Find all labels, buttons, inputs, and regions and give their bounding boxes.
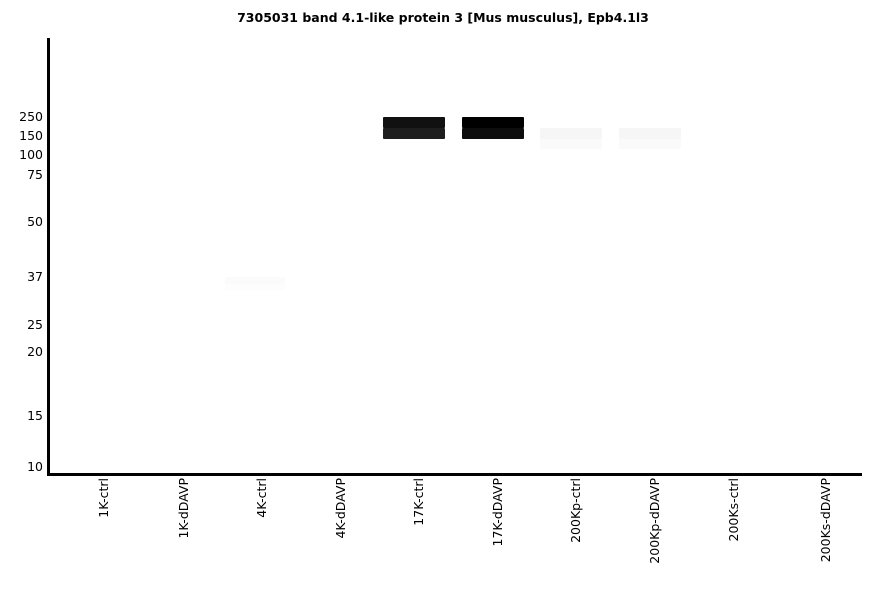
y-tick-10: 10 [0,459,43,474]
blot-image-area [50,38,862,473]
x-tick-label: 200Kp-ctrl [567,478,583,543]
y-tick-75: 75 [0,167,43,182]
y-tick-250: 250 [0,109,43,124]
y-tick-20: 20 [0,344,43,359]
y-tick-15: 15 [0,408,43,423]
x-tick-label: 1K-ctrl [95,478,111,518]
y-tick-label: 50 [27,214,43,229]
band-200Kp-dDAVP-bottom [619,139,681,149]
x-tick-label: 4K-ctrl [253,478,269,518]
y-tick-150: 150 [0,128,43,143]
y-tick-label: 100 [19,147,43,162]
band-200Kp-dDAVP-top [619,128,681,139]
y-tick-50: 50 [0,214,43,229]
y-tick-label: 15 [27,408,43,423]
x-tick-label: 200Ks-dDAVP [817,478,833,563]
band-17K-ctrl-top [383,117,445,128]
band-4K-ctrl-37kda [225,277,285,284]
y-tick-label: 37 [27,269,43,284]
y-tick-label: 10 [27,459,43,474]
y-tick-label: 75 [27,167,43,182]
y-tick-label: 25 [27,317,43,332]
band-17K-dDAVP-top [462,117,524,128]
y-tick-label: 250 [19,109,43,124]
band-17K-dDAVP-bottom [462,128,524,139]
x-tick-label: 200Ks-ctrl [725,478,741,542]
band-200Kp-ctrl-bottom [540,139,602,149]
y-tick-37: 37 [0,269,43,284]
y-tick-label: 150 [19,128,43,143]
x-axis-line [47,473,862,476]
x-tick-label: 4K-dDAVP [332,478,348,539]
y-tick-label: 20 [27,344,43,359]
x-tick-label: 17K-ctrl [410,478,426,526]
band-17K-ctrl-bottom [383,128,445,139]
band-200Kp-ctrl-top [540,128,602,139]
x-tick-label: 1K-dDAVP [175,478,191,539]
x-tick-label: 17K-dDAVP [489,478,505,547]
x-tick-label: 200Kp-dDAVP [646,478,662,564]
page-title: 7305031 band 4.1-like protein 3 [Mus mus… [237,10,649,25]
y-tick-25: 25 [0,317,43,332]
band-4K-ctrl-37kda-b [225,284,285,290]
y-tick-100: 100 [0,147,43,162]
y-axis-line [47,38,50,476]
